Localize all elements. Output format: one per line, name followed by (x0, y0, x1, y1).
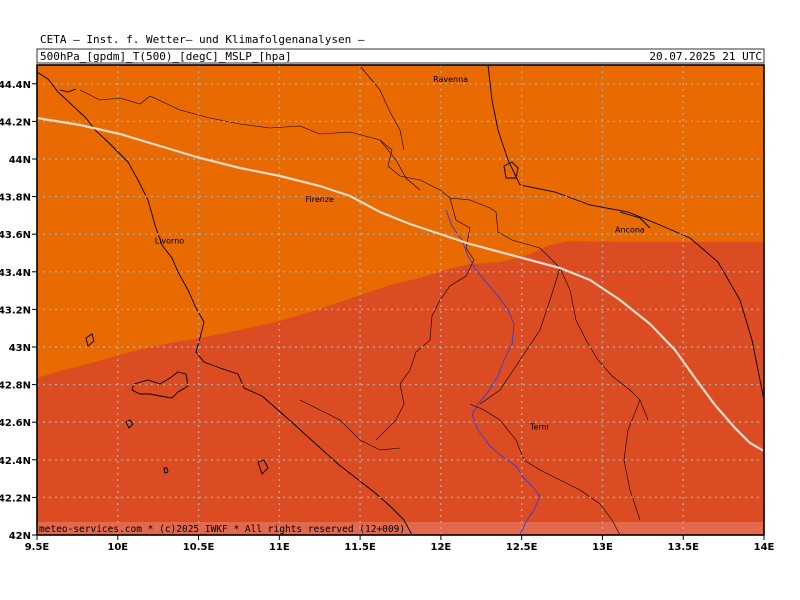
lon-tick-label: 12.5E (506, 542, 538, 553)
lat-tick-label: 42.6N (0, 418, 31, 429)
lon-tick-label: 10E (107, 542, 128, 553)
valid-datetime: 20.07.2025 21 UTC (649, 50, 762, 63)
lat-tick-label: 43.8N (0, 193, 31, 204)
lon-tick-label: 11.5E (344, 542, 376, 553)
lat-tick-label: 42.2N (0, 493, 31, 504)
city-labels: Ravenna Firenze Livorno Ancona Terni (155, 75, 645, 432)
field-description: 500hPa_[gpdm]_T(500)_[degC]_MSLP_[hpa] (40, 50, 292, 63)
map-frame (36, 64, 765, 536)
lon-tick-label: 11E (269, 542, 290, 553)
city-label: Firenze (305, 195, 334, 204)
lon-tick-label: 10.5E (183, 542, 215, 553)
city-label: Livorno (155, 237, 185, 246)
city-label: Ancona (615, 225, 645, 234)
lat-tick-label: 44.2N (0, 117, 31, 128)
geopotential-contour (36, 116, 765, 452)
lon-tick-label: 13.5E (667, 542, 699, 553)
lon-tick-label: 14E (754, 542, 775, 553)
map-panel: Ravenna Firenze Livorno Ancona Terni meteo-s… (36, 64, 765, 536)
copyright-credit: meteo-services.com * (c)2025 IWKF * All … (39, 524, 405, 535)
lat-tick-label: 43.4N (0, 268, 31, 279)
lat-tick-label: 43.6N (0, 230, 31, 241)
graticule (37, 65, 764, 535)
lat-tick-label: 42N (9, 531, 31, 542)
city-label: Ravenna (433, 75, 468, 84)
credit-strip (37, 522, 764, 535)
lat-tick-label: 42.8N (0, 381, 31, 392)
lat-tick-label: 43.2N (0, 305, 31, 316)
rivers (445, 209, 541, 536)
city-label: Terni (529, 423, 549, 432)
lat-tick-label: 44.4N (0, 80, 31, 91)
lat-tick-label: 43N (9, 343, 31, 354)
lon-tick-label: 9.5E (25, 542, 50, 553)
lat-tick-label: 42.4N (0, 456, 31, 467)
header-frame (36, 48, 765, 64)
lat-tick-label: 44N (9, 155, 31, 166)
lon-tick-label: 12E (431, 542, 452, 553)
institute-title: CETA — Inst. f. Wetter— und Klimafolgena… (40, 33, 365, 46)
lon-tick-label: 13E (592, 542, 613, 553)
axes: 9.5E 10E 10.5E 11E 11.5E 12E 12.5E 13E 13.5E 14E 4… (0, 80, 775, 553)
coastlines (36, 64, 765, 536)
